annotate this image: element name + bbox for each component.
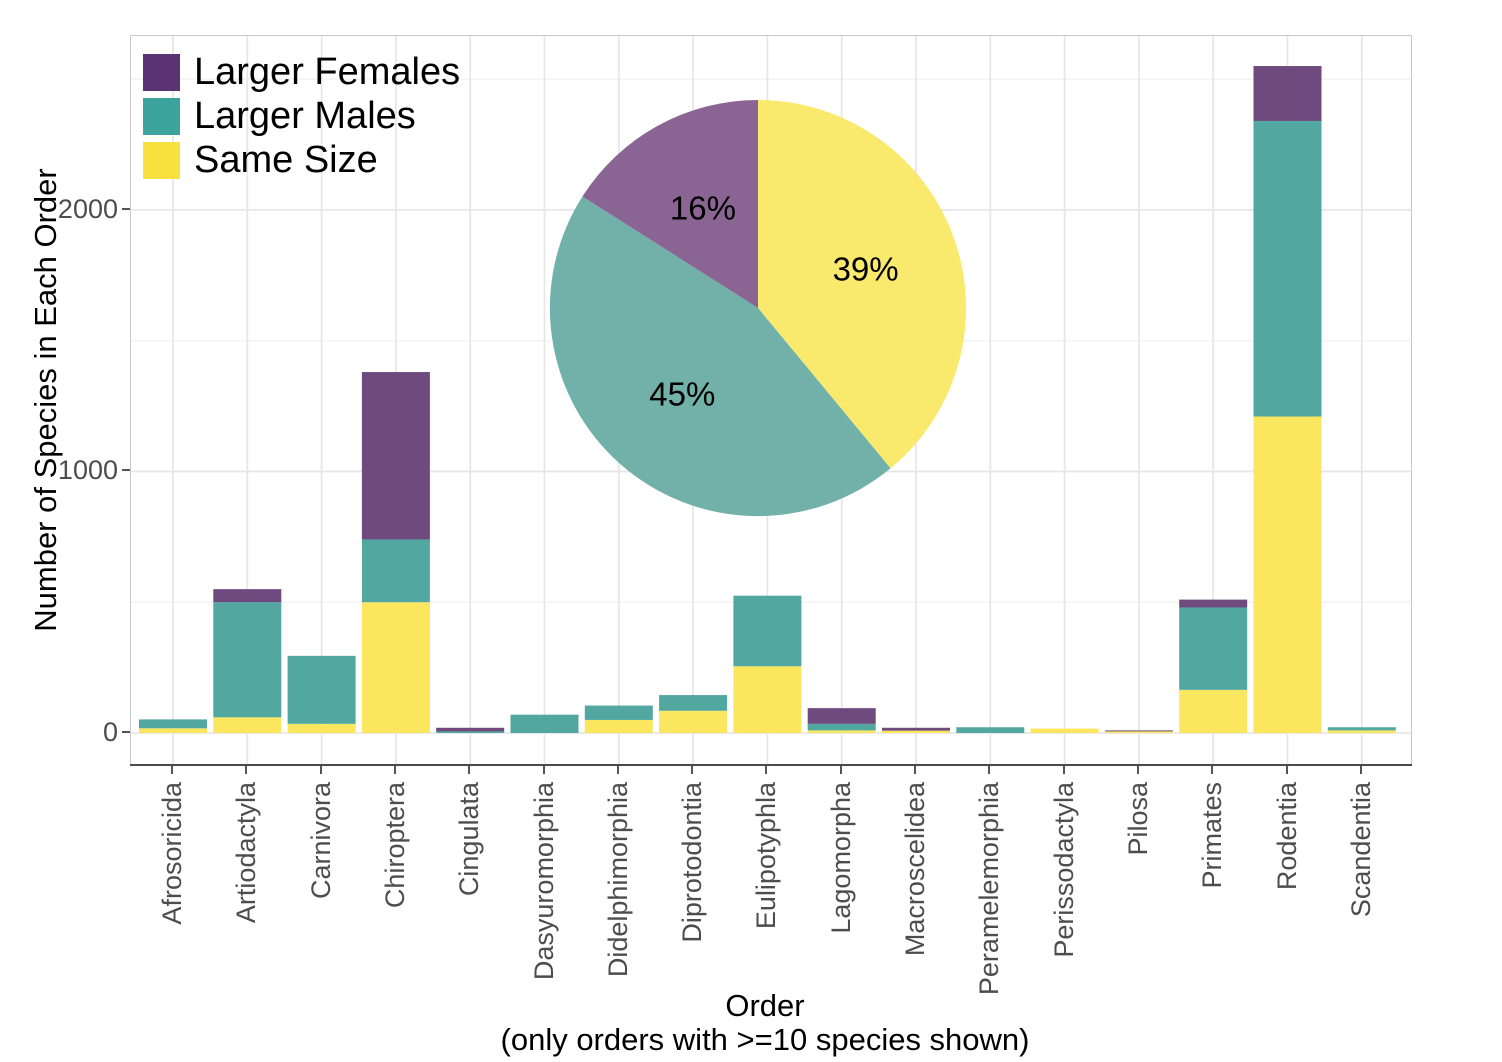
x-tick-mark	[1062, 766, 1065, 774]
bar-segment-same_size	[584, 719, 653, 733]
bar-segment-same_size	[1327, 730, 1396, 733]
x-tick-label-artiodactyla: Artiodactyla	[231, 782, 262, 924]
y-tick-mark	[122, 731, 130, 733]
bar-segment-larger_females	[436, 727, 505, 732]
legend-label: Larger Males	[194, 95, 416, 137]
x-tick-mark	[468, 766, 471, 774]
x-tick-mark	[765, 766, 768, 774]
x-tick-mark	[616, 766, 619, 774]
bar-segment-larger_females	[1104, 730, 1173, 732]
x-tick-label-afrosoricida: Afrosoricida	[157, 782, 187, 925]
bar-segment-same_size	[1179, 689, 1248, 733]
x-tick-label-scandentia: Scandentia	[1345, 782, 1376, 918]
x-tick-label-eulipotyphla: Eulipotyphla	[751, 782, 782, 930]
y-axis-title: Number of Species in Each Order	[28, 168, 63, 632]
x-axis-subtitle: (only orders with >=10 species shown)	[500, 1022, 1030, 1057]
bar-segment-larger_males	[510, 714, 579, 733]
x-tick-mark	[839, 766, 842, 774]
bar-segment-larger_males	[733, 595, 802, 667]
bar-segment-same_size	[733, 666, 802, 733]
x-tick-mark	[393, 766, 396, 774]
x-tick-mark	[1285, 766, 1288, 774]
bar-segment-same_size	[659, 710, 728, 733]
x-tick-mark	[914, 766, 916, 774]
bar-segment-larger_males	[956, 727, 1025, 733]
bar-segment-same_size	[1030, 728, 1099, 733]
bar-segment-same_size	[882, 730, 950, 733]
x-tick-mark	[171, 766, 173, 774]
bar-segment-same_size	[807, 730, 876, 733]
bar-segment-same_size	[139, 728, 207, 733]
pie-slice-label: 16%	[670, 189, 736, 226]
y-tick-mark	[122, 469, 130, 472]
bar-segment-larger_males	[139, 719, 207, 729]
bar-segment-larger_males	[1253, 120, 1322, 417]
y-tick-label: 2000	[57, 193, 118, 224]
x-tick-label-cingulata: Cingulata	[454, 782, 485, 897]
legend-label: Larger Females	[194, 51, 461, 93]
x-tick-label-macroscelidea: Macroscelidea	[900, 782, 930, 957]
legend-swatch-same-size	[143, 141, 180, 179]
plot-panel: 39% 45% 16% Larger Females Larger Males Sa…	[130, 35, 1412, 766]
x-tick-mark	[1359, 766, 1362, 774]
legend-item-larger-males: Larger Males	[143, 96, 460, 136]
x-tick-label-pilosa: Pilosa	[1122, 782, 1153, 856]
bar-segment-same_size	[1104, 731, 1173, 733]
bar-segment-larger_females	[361, 372, 430, 540]
bar-segment-larger_males	[213, 602, 282, 718]
x-tick-mark	[988, 766, 991, 774]
x-tick-label-didelphimorphia: Didelphimorphia	[602, 782, 633, 978]
stacked-bar-and-pie-chart: 39% 45% 16%	[131, 36, 1411, 765]
x-tick-label-primates: Primates	[1197, 782, 1228, 889]
bar-segment-larger_males	[659, 695, 728, 711]
pie-slice-label: 45%	[649, 375, 715, 412]
pie-slice-label: 39%	[833, 251, 899, 288]
x-tick-mark	[691, 766, 694, 774]
x-tick-mark	[245, 766, 248, 774]
x-tick-mark	[1211, 766, 1214, 774]
legend-item-larger-females: Larger Females	[143, 52, 460, 92]
legend-swatch-larger-females	[143, 53, 180, 91]
bar-segment-larger_females	[807, 708, 876, 724]
x-tick-label-peramelemorphia: Peramelemorphia	[974, 782, 1005, 996]
x-tick-mark	[319, 766, 322, 774]
x-tick-mark	[1136, 766, 1139, 774]
bar-segment-larger_males	[361, 539, 430, 603]
bar-segment-larger_females	[213, 589, 282, 603]
x-axis-title: Order	[725, 988, 805, 1023]
legend-swatch-larger-males	[143, 97, 180, 135]
bar-segment-larger_females	[1253, 66, 1322, 121]
bar-segment-larger_males	[807, 723, 876, 731]
x-tick-label-diprotodontia: Diprotodontia	[677, 782, 708, 943]
bar-segment-same_size	[213, 717, 282, 733]
legend-label: Same Size	[194, 139, 378, 181]
x-tick-label-rodentia: Rodentia	[1271, 782, 1302, 891]
bar-segment-larger_males	[436, 731, 505, 733]
x-axis-line	[130, 764, 1412, 766]
y-tick-mark	[122, 207, 130, 210]
pie-slice-larger_males	[549, 196, 891, 517]
bar-segment-same_size	[1253, 416, 1322, 733]
y-tick-label: 1000	[57, 455, 118, 486]
pie-slice-larger_females	[582, 99, 758, 308]
bar-segment-larger_males	[584, 705, 653, 720]
bar-segment-same_size	[287, 723, 356, 733]
bar-segment-larger_females	[882, 727, 950, 731]
y-tick-label: 0	[102, 717, 118, 747]
bar-segment-larger_males	[1327, 727, 1396, 731]
legend: Larger Females Larger Males Same Size	[143, 52, 460, 184]
legend-item-same-size: Same Size	[143, 140, 460, 180]
x-tick-label-perissodactyla: Perissodactyla	[1048, 782, 1079, 958]
x-tick-label-carnivora: Carnivora	[305, 782, 336, 900]
bar-segment-larger_males	[287, 655, 356, 724]
bar-segment-same_size	[361, 602, 430, 733]
x-tick-label-dasyuromorphia: Dasyuromorphia	[528, 782, 559, 981]
bar-segment-larger_males	[1179, 607, 1248, 690]
pie-slice-same_size	[758, 99, 967, 469]
bar-segment-larger_females	[1179, 599, 1248, 608]
x-tick-label-lagomorpha: Lagomorpha	[825, 782, 856, 934]
x-tick-mark	[542, 766, 545, 774]
x-tick-label-chiroptera: Chiroptera	[379, 782, 410, 909]
